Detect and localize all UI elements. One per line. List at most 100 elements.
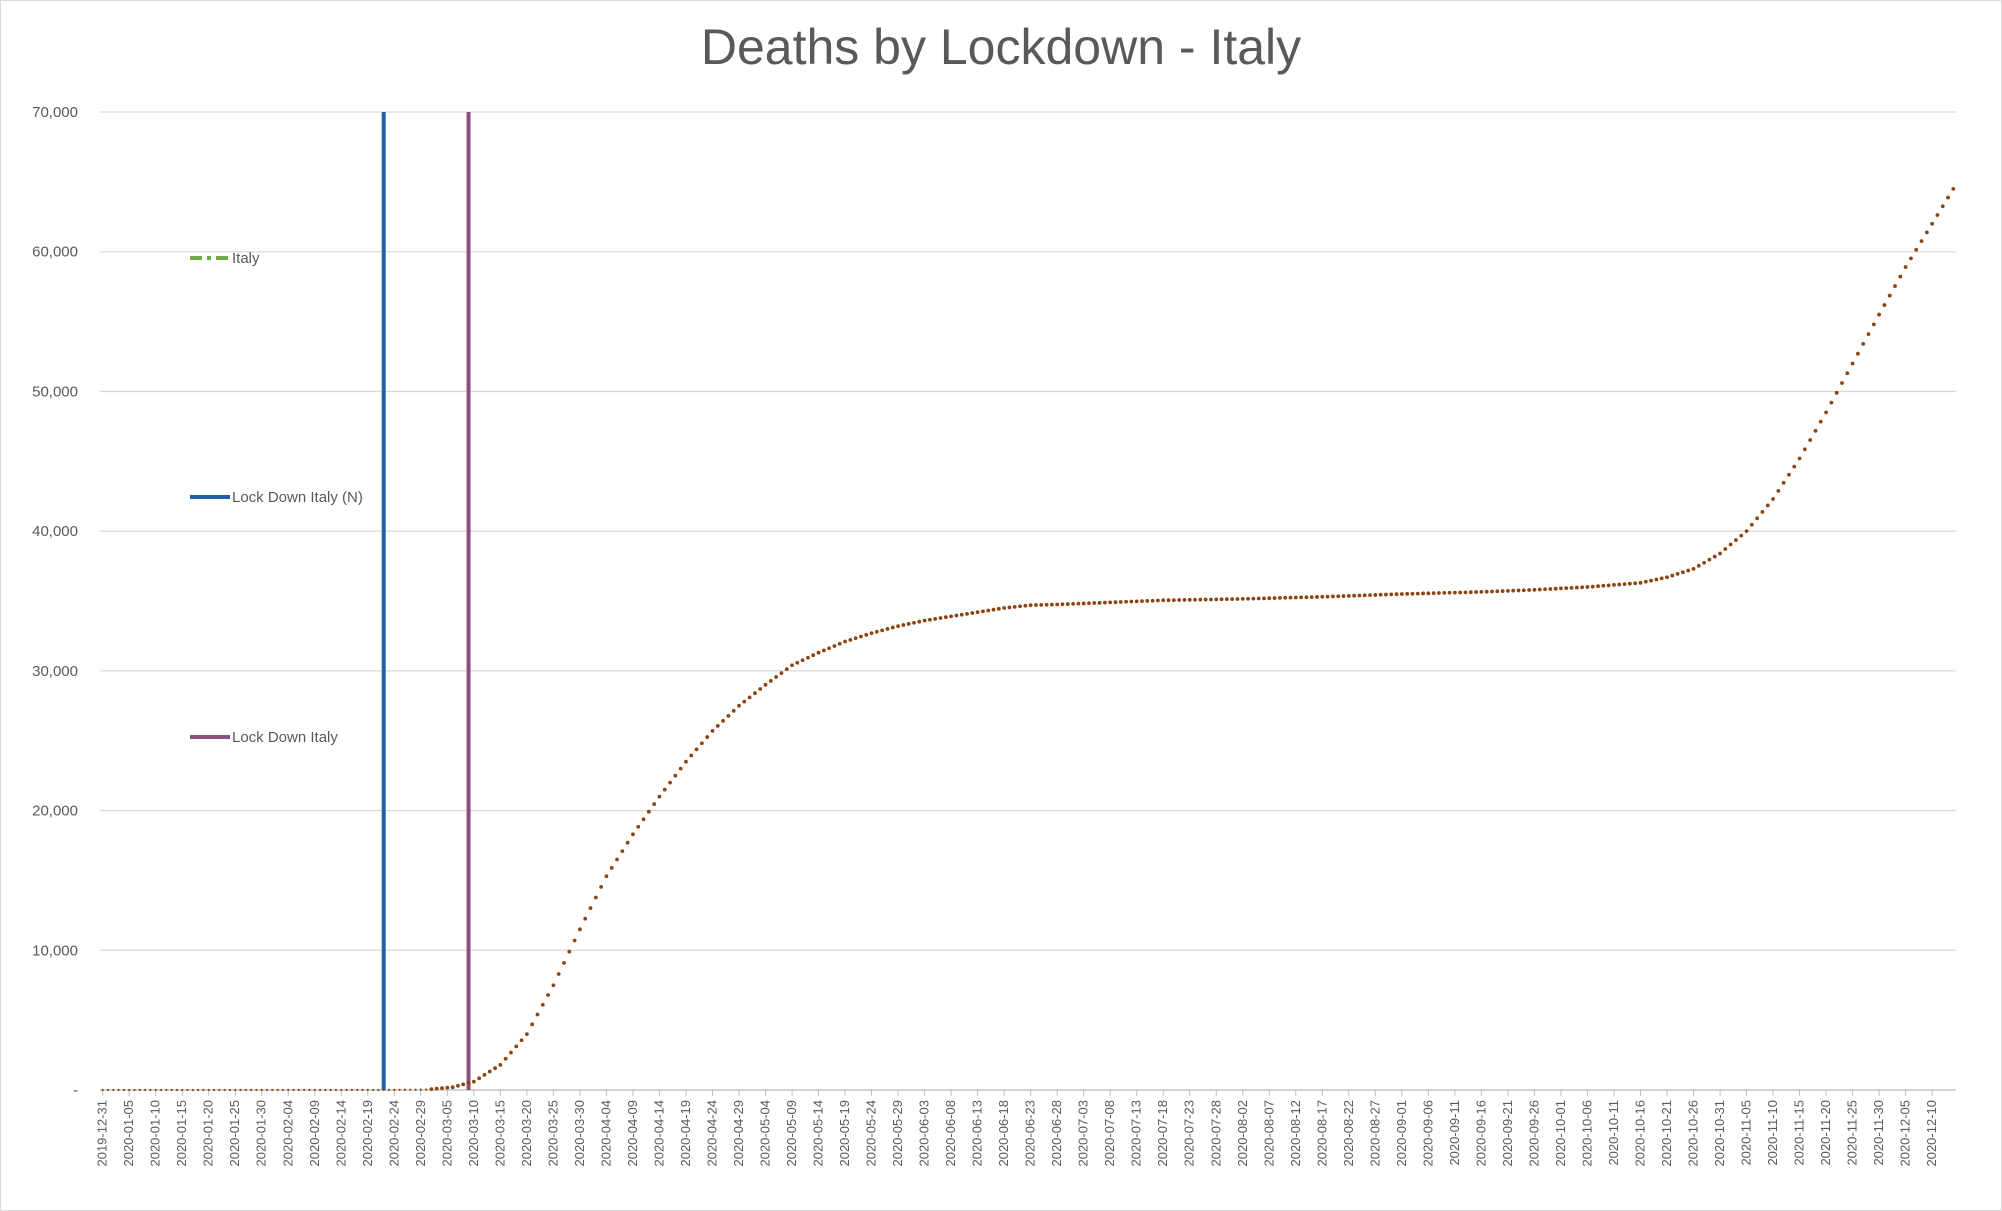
series-point xyxy=(710,729,715,733)
series-point xyxy=(1087,601,1091,606)
series-point xyxy=(154,1088,157,1092)
series-point xyxy=(747,695,752,700)
series-point xyxy=(281,1088,285,1092)
series-point xyxy=(1681,570,1685,575)
series-point xyxy=(981,609,985,614)
series-point xyxy=(1612,583,1616,587)
x-tick-label: 2020-06-28 xyxy=(1049,1100,1064,1167)
x-tick-label: 2020-11-10 xyxy=(1765,1100,1780,1166)
series-point xyxy=(324,1088,327,1092)
x-tick-label: 2020-01-10 xyxy=(148,1100,163,1167)
series-point xyxy=(1590,584,1595,589)
x-tick-label: 2020-02-24 xyxy=(386,1100,401,1167)
legend-label-lockdown: Lock Down Italy xyxy=(232,728,338,746)
series-point xyxy=(1177,598,1182,602)
series-point xyxy=(1580,585,1585,590)
series-point xyxy=(466,1081,471,1085)
series-point xyxy=(1818,419,1823,424)
series-point xyxy=(1219,597,1224,602)
y-tick-label: 60,000 xyxy=(32,244,78,261)
series-point xyxy=(1299,595,1303,600)
series-point xyxy=(1940,204,1945,209)
series-point xyxy=(1262,596,1266,601)
series-point xyxy=(763,682,768,687)
y-tick-label: 50,000 xyxy=(32,383,78,400)
x-tick-label: 2020-02-09 xyxy=(307,1100,322,1167)
series-point xyxy=(345,1088,348,1092)
x-tick-label: 2020-05-19 xyxy=(837,1100,852,1167)
series-point xyxy=(493,1066,497,1071)
x-tick-label: 2020-08-27 xyxy=(1367,1100,1382,1167)
series-point xyxy=(705,735,710,739)
series-point xyxy=(1643,579,1648,584)
x-tick-label: 2020-08-22 xyxy=(1341,1100,1356,1167)
x-tick-label: 2020-04-24 xyxy=(704,1100,719,1167)
series-point xyxy=(1702,560,1707,565)
series-point xyxy=(556,972,561,976)
series-point xyxy=(1744,529,1749,534)
series-point xyxy=(159,1088,163,1092)
series-point xyxy=(1914,247,1919,252)
series-point xyxy=(450,1085,455,1090)
series-point xyxy=(821,648,826,653)
legend-item-lockdown: Lock Down Italy xyxy=(188,727,338,747)
x-tick-label: 2020-08-17 xyxy=(1314,1100,1329,1167)
x-tick-label: 2020-11-30 xyxy=(1871,1100,1886,1166)
x-tick-label: 2020-08-02 xyxy=(1235,1100,1250,1167)
x-tick-label: 2020-11-05 xyxy=(1739,1100,1754,1166)
series-point xyxy=(1521,588,1526,593)
series-point xyxy=(456,1083,460,1088)
series-point xyxy=(572,938,577,943)
legend-item-italy: Italy xyxy=(188,248,260,268)
x-tick-label: 2020-07-03 xyxy=(1076,1100,1091,1167)
x-tick-label: 2020-01-20 xyxy=(201,1100,216,1167)
x-tick-label: 2020-03-25 xyxy=(545,1100,560,1167)
series-point xyxy=(906,622,911,626)
series-point xyxy=(287,1088,290,1092)
series-point xyxy=(106,1088,110,1092)
series-point xyxy=(922,618,927,623)
series-point xyxy=(768,679,773,683)
series-point xyxy=(1129,599,1134,604)
series-point xyxy=(1574,585,1579,590)
series-point xyxy=(1601,583,1606,588)
series-point xyxy=(1315,595,1319,599)
series-point xyxy=(1527,588,1532,592)
series-point xyxy=(1824,410,1828,415)
series-point xyxy=(1569,585,1574,590)
series-point xyxy=(1935,213,1940,217)
legend-swatch-lockdown-n xyxy=(190,495,230,499)
series-point xyxy=(1394,592,1399,597)
x-tick-label: 2020-02-19 xyxy=(360,1100,375,1167)
series-point xyxy=(917,619,922,624)
series-point xyxy=(678,766,683,771)
series-point xyxy=(620,849,625,853)
series-point xyxy=(1739,533,1744,538)
series-point xyxy=(1633,581,1638,586)
series-point xyxy=(1415,591,1420,596)
series-point xyxy=(308,1088,311,1092)
series-point xyxy=(419,1088,422,1091)
x-tick-label: 2020-07-13 xyxy=(1129,1100,1144,1167)
series-point xyxy=(774,675,779,679)
series-point xyxy=(1468,590,1473,595)
series-point xyxy=(356,1088,359,1092)
series-point xyxy=(122,1088,125,1092)
series-point xyxy=(938,616,943,620)
series-point xyxy=(471,1079,476,1084)
series-point xyxy=(1458,590,1463,595)
x-tick-label: 2020-04-29 xyxy=(731,1100,746,1167)
x-tick-label: 2020-02-04 xyxy=(280,1100,295,1167)
legend-swatch-italy xyxy=(190,256,230,260)
series-point xyxy=(1511,588,1516,593)
series-point xyxy=(1331,594,1335,599)
series-point xyxy=(1850,361,1855,366)
series-point xyxy=(1548,587,1553,591)
series-point xyxy=(1659,576,1664,581)
y-tick-label: 70,000 xyxy=(32,104,78,121)
series-point xyxy=(1065,602,1070,606)
x-tick-label: 2020-11-20 xyxy=(1818,1100,1833,1166)
series-point xyxy=(646,809,651,814)
series-point xyxy=(382,1088,385,1092)
series-point xyxy=(1203,597,1208,602)
